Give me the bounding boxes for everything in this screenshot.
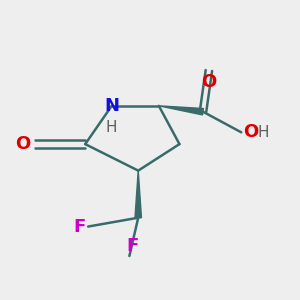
Text: N: N [104,97,119,115]
Text: O: O [16,135,31,153]
Text: H: H [106,120,118,135]
Text: H: H [257,125,269,140]
Text: F: F [126,236,139,254]
Polygon shape [159,106,203,115]
Text: O: O [243,123,258,141]
Polygon shape [135,171,142,218]
Text: F: F [73,218,85,236]
Text: O: O [201,74,217,92]
